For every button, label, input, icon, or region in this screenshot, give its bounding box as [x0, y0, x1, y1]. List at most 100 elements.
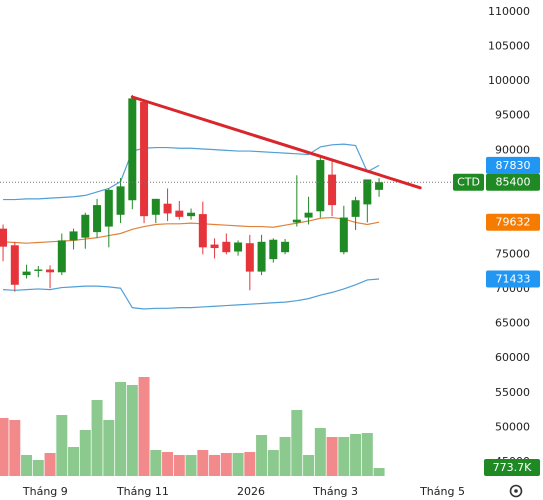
band-badge: 87830	[486, 156, 540, 174]
band-badge-box	[486, 213, 540, 231]
settings-gear	[509, 484, 523, 498]
volume-bar	[0, 417, 9, 476]
volume-bar	[220, 453, 232, 476]
y-tick-label: 75000	[495, 247, 530, 260]
candle-body	[10, 245, 19, 285]
settings-icon[interactable]	[509, 484, 523, 498]
volume-bar	[185, 454, 197, 476]
y-tick-label: 95000	[495, 109, 530, 122]
symbol-badge: CTD	[453, 173, 484, 191]
band-badge-text: 71433	[496, 272, 531, 285]
volume-bar	[350, 434, 362, 476]
volume-badge: 773.7K	[484, 459, 540, 476]
price-badge-box	[486, 173, 540, 191]
band-line	[3, 278, 380, 310]
y-tick-label: 50000	[495, 420, 530, 433]
volume-bar	[326, 437, 338, 476]
band-badge-box	[486, 270, 540, 288]
volume-bar	[338, 437, 350, 476]
volume-bar	[244, 451, 256, 476]
y-tick-label: 55000	[495, 386, 530, 399]
candle-body	[210, 244, 219, 249]
candle-body	[234, 242, 243, 252]
y-tick-label: 60000	[495, 351, 530, 364]
candle-body	[269, 239, 278, 260]
candle-body	[34, 269, 43, 271]
volume-bar	[21, 454, 33, 476]
trend-line	[130, 95, 422, 190]
y-tick-label: 110000	[488, 5, 530, 18]
volume-bar	[361, 433, 373, 476]
candle-body	[104, 189, 113, 227]
symbol-badge-box	[453, 173, 484, 191]
candle-body	[222, 241, 231, 253]
candle-body	[0, 228, 8, 247]
candle-body	[175, 210, 184, 217]
band-badge: 71433	[486, 270, 540, 288]
candle-body	[128, 98, 137, 201]
candle-body	[363, 179, 372, 205]
y-tick-label: 105000	[488, 39, 530, 52]
candle-body	[151, 198, 160, 215]
price-badge-text: 85400	[496, 176, 531, 189]
candle-body	[163, 203, 172, 214]
volume-bar	[173, 454, 185, 476]
candle-body	[316, 160, 325, 212]
volume-bar	[279, 437, 291, 476]
volume-bar	[68, 447, 80, 476]
volume-bar	[44, 453, 56, 476]
y-tick-label: 65000	[495, 317, 530, 330]
candle-body	[257, 241, 266, 272]
candle-body	[22, 271, 31, 276]
volume-bar	[314, 427, 326, 476]
price-badge: 85400	[486, 173, 540, 191]
candle-body	[46, 269, 55, 273]
band-badge-box	[486, 156, 540, 174]
settings-hub	[514, 489, 518, 493]
x-tick-label: Tháng 11	[116, 485, 169, 498]
volume-bar	[9, 420, 21, 476]
candle-body	[328, 174, 337, 206]
x-tick-label: 2026	[237, 485, 265, 498]
volume-bar	[91, 400, 103, 476]
volume-badge-box	[484, 459, 540, 476]
volume-badge-text: 773.7K	[493, 461, 532, 474]
band-badge: 79632	[486, 213, 540, 231]
candle-body	[245, 243, 254, 272]
volume-bar	[103, 420, 115, 476]
candle-body	[116, 186, 125, 215]
volume-bar	[126, 384, 138, 476]
volume-bar	[373, 467, 385, 476]
volume-bar	[115, 381, 127, 476]
band-badge-text: 79632	[496, 216, 531, 229]
volume-bar	[79, 430, 91, 476]
candle-body	[292, 219, 301, 223]
volume-bar	[197, 450, 209, 476]
candle-body	[69, 231, 78, 241]
x-tick-label: Tháng 9	[22, 485, 68, 498]
candle-body	[93, 205, 102, 233]
candle-body	[339, 217, 348, 253]
volume-bar	[162, 451, 174, 476]
candle-body	[281, 241, 290, 253]
x-tick-label: Tháng 3	[312, 485, 358, 498]
candle-body	[198, 214, 207, 248]
candle-body	[187, 212, 196, 217]
y-tick-label: 100000	[488, 74, 530, 87]
candle-body	[81, 214, 90, 238]
volume-bar	[232, 453, 244, 476]
volume-bar	[56, 414, 68, 476]
volume-bar	[150, 450, 162, 476]
candle-body	[57, 240, 66, 273]
volume-bar	[303, 454, 315, 476]
volume-bar	[209, 454, 221, 476]
y-tick-label: 90000	[495, 143, 530, 156]
candle-body	[140, 101, 149, 217]
candle-body	[351, 200, 360, 217]
volume-bar	[32, 460, 44, 476]
candle-body	[375, 182, 384, 190]
volume-bar	[291, 410, 303, 476]
candle-body	[304, 212, 313, 218]
band-badge-text: 87830	[496, 159, 531, 172]
